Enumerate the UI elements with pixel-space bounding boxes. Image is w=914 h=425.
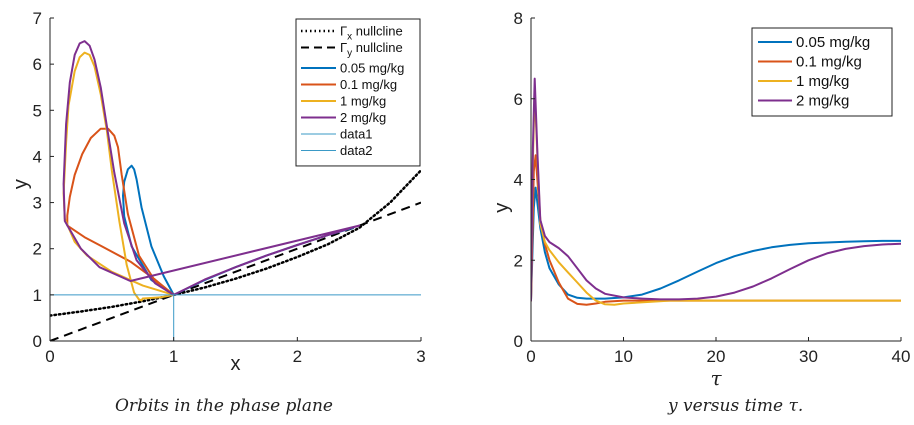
left-series-1-mg-kg <box>62 51 175 302</box>
left-series-2-mg-kg <box>62 40 361 296</box>
left-y-tick-label: 3 <box>33 194 42 213</box>
right-y-tick-label: 2 <box>514 251 523 270</box>
right-y-axis-label: y <box>491 203 513 213</box>
right-x-axis-label: τ <box>710 366 722 390</box>
left-y-tick-label: 5 <box>33 101 42 120</box>
left-legend-label-x-nullcline: Γx nullcline <box>340 24 403 43</box>
right-x-tick-label: 40 <box>892 347 911 366</box>
left-x-tick-label: 1 <box>169 347 178 366</box>
left-series-0-05-mg-kg <box>122 164 354 296</box>
left-legend-label-2-mg-kg: 2 mg/kg <box>340 110 386 125</box>
right-series-2-mg-kg <box>531 77 901 302</box>
right-x-tick-label: 20 <box>707 347 726 366</box>
right-legend-label-0-05-mg-kg: 0.05 mg/kg <box>796 34 870 51</box>
left-series-group <box>50 40 421 341</box>
left-legend-label-data1: data1 <box>340 127 373 142</box>
left-legend-label-y-nullcline: Γy nullcline <box>340 40 403 59</box>
left-y-tick-label: 6 <box>33 55 42 74</box>
left-x-tick-label: 0 <box>45 347 54 366</box>
left-y-tick-label: 0 <box>33 332 42 351</box>
right-x-tick-label: 0 <box>526 347 535 366</box>
left-plot-caption: Orbits in the phase plane <box>115 396 333 416</box>
right-plot: 0 10 20 30 40 0 2 4 6 8 τ y 0.05 mg/kg 0.1 mg/kg 1 mg/… <box>491 9 910 390</box>
right-x-tick-label: 30 <box>799 347 818 366</box>
left-x-tick-label: 3 <box>416 347 425 366</box>
right-series-1-mg-kg <box>531 89 901 306</box>
left-y-tick-label: 2 <box>33 240 42 259</box>
left-series-y-nullcline <box>50 201 421 341</box>
right-y-tick-label: 0 <box>514 332 523 351</box>
right-y-tick-label: 4 <box>514 171 523 190</box>
left-y-axis-label: y <box>10 179 32 189</box>
left-y-tick-label: 7 <box>33 9 42 28</box>
left-y-tick-label: 1 <box>33 286 42 305</box>
left-legend-label-0-05-mg-kg: 0.05 mg/kg <box>340 61 404 76</box>
right-series-group <box>531 77 901 306</box>
left-legend-label-0-1-mg-kg: 0.1 mg/kg <box>340 77 397 92</box>
right-y-tick-label: 8 <box>514 9 523 28</box>
left-legend-box <box>295 18 421 167</box>
left-legend-label-data2: data2 <box>340 143 373 158</box>
left-series-0-1-mg-kg <box>66 127 175 296</box>
left-series-x-nullcline <box>50 169 421 317</box>
left-x-axis-label: x <box>231 353 241 375</box>
right-plot-caption: y versus time τ. <box>668 396 804 416</box>
left-legend-label-1-mg-kg: 1 mg/kg <box>340 94 386 109</box>
right-y-tick-label: 6 <box>514 90 523 109</box>
right-legend-label-1-mg-kg: 1 mg/kg <box>796 73 849 90</box>
right-x-tick-label: 10 <box>614 347 633 366</box>
left-x-tick-label: 2 <box>293 347 302 366</box>
right-series-0-05-mg-kg <box>531 186 901 302</box>
right-legend-label-2-mg-kg: 2 mg/kg <box>796 93 849 110</box>
right-legend-label-0-1-mg-kg: 0.1 mg/kg <box>796 54 862 71</box>
right-legend: 0.05 mg/kg 0.1 mg/kg 1 mg/kg 2 mg/kg <box>751 27 893 117</box>
left-y-tick-label: 4 <box>33 147 42 166</box>
right-series-0-1-mg-kg <box>531 154 901 306</box>
